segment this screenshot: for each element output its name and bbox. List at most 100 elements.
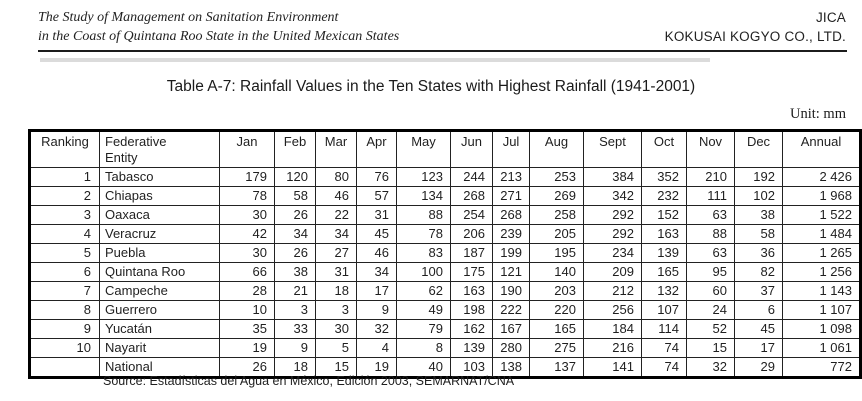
cell-jul: 213 bbox=[492, 167, 530, 187]
cell-jan: 179 bbox=[219, 167, 275, 187]
cell-oct: 352 bbox=[641, 167, 687, 187]
cell-mar: 80 bbox=[315, 167, 357, 187]
company-header: JICA KOKUSAI KOGYO CO., LTD. bbox=[665, 8, 846, 46]
cell-jun: 103 bbox=[450, 357, 493, 378]
cell-dec: 36 bbox=[734, 243, 783, 263]
cell-annual: 1 107 bbox=[782, 300, 861, 320]
cell-aug: 275 bbox=[529, 338, 584, 358]
study-title: The Study of Management on Sanitation En… bbox=[38, 8, 399, 46]
cell-jun: 206 bbox=[450, 224, 493, 244]
cell-aug: 220 bbox=[529, 300, 584, 320]
header-divider-line bbox=[38, 50, 847, 52]
cell-apr: 4 bbox=[356, 338, 397, 358]
cell-apr: 19 bbox=[356, 357, 397, 378]
cell-sept: 209 bbox=[583, 262, 642, 282]
cell-may: 40 bbox=[396, 357, 451, 378]
cell-nov: 210 bbox=[686, 167, 735, 187]
cell-mar: 34 bbox=[315, 224, 357, 244]
cell-nov: 111 bbox=[686, 186, 735, 206]
cell-entity: National bbox=[99, 357, 220, 378]
cell-ranking: 8 bbox=[29, 300, 100, 320]
cell-mar: 22 bbox=[315, 205, 357, 225]
cell-jan: 19 bbox=[219, 338, 275, 358]
cell-jul: 138 bbox=[492, 357, 530, 378]
column-header-jun: Jun bbox=[450, 130, 493, 168]
column-header-may: May bbox=[396, 130, 451, 168]
cell-nov: 63 bbox=[686, 205, 735, 225]
cell-jul: 271 bbox=[492, 186, 530, 206]
cell-jul: 199 bbox=[492, 243, 530, 263]
cell-jul: 280 bbox=[492, 338, 530, 358]
table-row: 7 Campeche 28 21 18 17 62 163 190 203 212 132 60 37 1 … bbox=[29, 281, 861, 301]
cell-apr: 32 bbox=[356, 319, 397, 339]
cell-dec: 82 bbox=[734, 262, 783, 282]
cell-jul: 121 bbox=[492, 262, 530, 282]
cell-jun: 268 bbox=[450, 186, 493, 206]
cell-jul: 268 bbox=[492, 205, 530, 225]
column-header-annual: Annual bbox=[782, 130, 861, 168]
cell-mar: 5 bbox=[315, 338, 357, 358]
cell-jan: 42 bbox=[219, 224, 275, 244]
column-header-mar: Mar bbox=[315, 130, 357, 168]
column-header-sept: Sept bbox=[583, 130, 642, 168]
cell-feb: 9 bbox=[274, 338, 316, 358]
cell-may: 79 bbox=[396, 319, 451, 339]
cell-jun: 163 bbox=[450, 281, 493, 301]
cell-dec: 192 bbox=[734, 167, 783, 187]
cell-dec: 38 bbox=[734, 205, 783, 225]
column-header-jul: Jul bbox=[492, 130, 530, 168]
cell-annual: 772 bbox=[782, 357, 861, 378]
scan-artifact-line bbox=[40, 58, 710, 62]
column-header-apr: Apr bbox=[356, 130, 397, 168]
cell-oct: 74 bbox=[641, 357, 687, 378]
cell-annual: 1 968 bbox=[782, 186, 861, 206]
cell-entity: Nayarit bbox=[99, 338, 220, 358]
cell-apr: 31 bbox=[356, 205, 397, 225]
cell-mar: 27 bbox=[315, 243, 357, 263]
cell-jan: 10 bbox=[219, 300, 275, 320]
cell-annual: 2 426 bbox=[782, 167, 861, 187]
cell-entity: Tabasco bbox=[99, 167, 220, 187]
column-header-jan: Jan bbox=[219, 130, 275, 168]
cell-feb: 21 bbox=[274, 281, 316, 301]
table-row: 9 Yucatán 35 33 30 32 79 162 167 165 184 114 52 45 1 0… bbox=[29, 319, 861, 339]
cell-dec: 17 bbox=[734, 338, 783, 358]
column-header-dec: Dec bbox=[734, 130, 783, 168]
cell-aug: 203 bbox=[529, 281, 584, 301]
cell-ranking: 6 bbox=[29, 262, 100, 282]
cell-oct: 163 bbox=[641, 224, 687, 244]
cell-aug: 258 bbox=[529, 205, 584, 225]
cell-sept: 384 bbox=[583, 167, 642, 187]
table-row: 4 Veracruz 42 34 34 45 78 206 239 205 292 163 88 58 1 … bbox=[29, 224, 861, 244]
cell-jul: 239 bbox=[492, 224, 530, 244]
cell-ranking: 3 bbox=[29, 205, 100, 225]
cell-nov: 15 bbox=[686, 338, 735, 358]
cell-ranking: 4 bbox=[29, 224, 100, 244]
cell-jun: 244 bbox=[450, 167, 493, 187]
cell-entity: Quintana Roo bbox=[99, 262, 220, 282]
cell-oct: 107 bbox=[641, 300, 687, 320]
cell-oct: 74 bbox=[641, 338, 687, 358]
column-header-ranking: Ranking bbox=[29, 130, 100, 168]
cell-oct: 152 bbox=[641, 205, 687, 225]
table-row: National 26 18 15 19 40 103 138 137 141 74 32 29 772 bbox=[29, 357, 861, 378]
table-title: Table A-7: Rainfall Values in the Ten St… bbox=[166, 78, 696, 95]
cell-annual: 1 061 bbox=[782, 338, 861, 358]
cell-feb: 33 bbox=[274, 319, 316, 339]
table-row: 10 Nayarit 19 9 5 4 8 139 280 275 216 74 15 17 1 061 bbox=[29, 338, 861, 358]
column-header-nov: Nov bbox=[686, 130, 735, 168]
cell-ranking: 9 bbox=[29, 319, 100, 339]
cell-jun: 198 bbox=[450, 300, 493, 320]
cell-apr: 45 bbox=[356, 224, 397, 244]
study-title-line1: The Study of Management on Sanitation En… bbox=[38, 10, 339, 25]
cell-may: 83 bbox=[396, 243, 451, 263]
cell-feb: 3 bbox=[274, 300, 316, 320]
study-title-line2: in the Coast of Quintana Roo State in th… bbox=[38, 29, 400, 44]
cell-apr: 17 bbox=[356, 281, 397, 301]
cell-entity: Chiapas bbox=[99, 186, 220, 206]
column-header-feb: Feb bbox=[274, 130, 316, 168]
cell-entity: Veracruz bbox=[99, 224, 220, 244]
cell-may: 8 bbox=[396, 338, 451, 358]
cell-jan: 26 bbox=[219, 357, 275, 378]
